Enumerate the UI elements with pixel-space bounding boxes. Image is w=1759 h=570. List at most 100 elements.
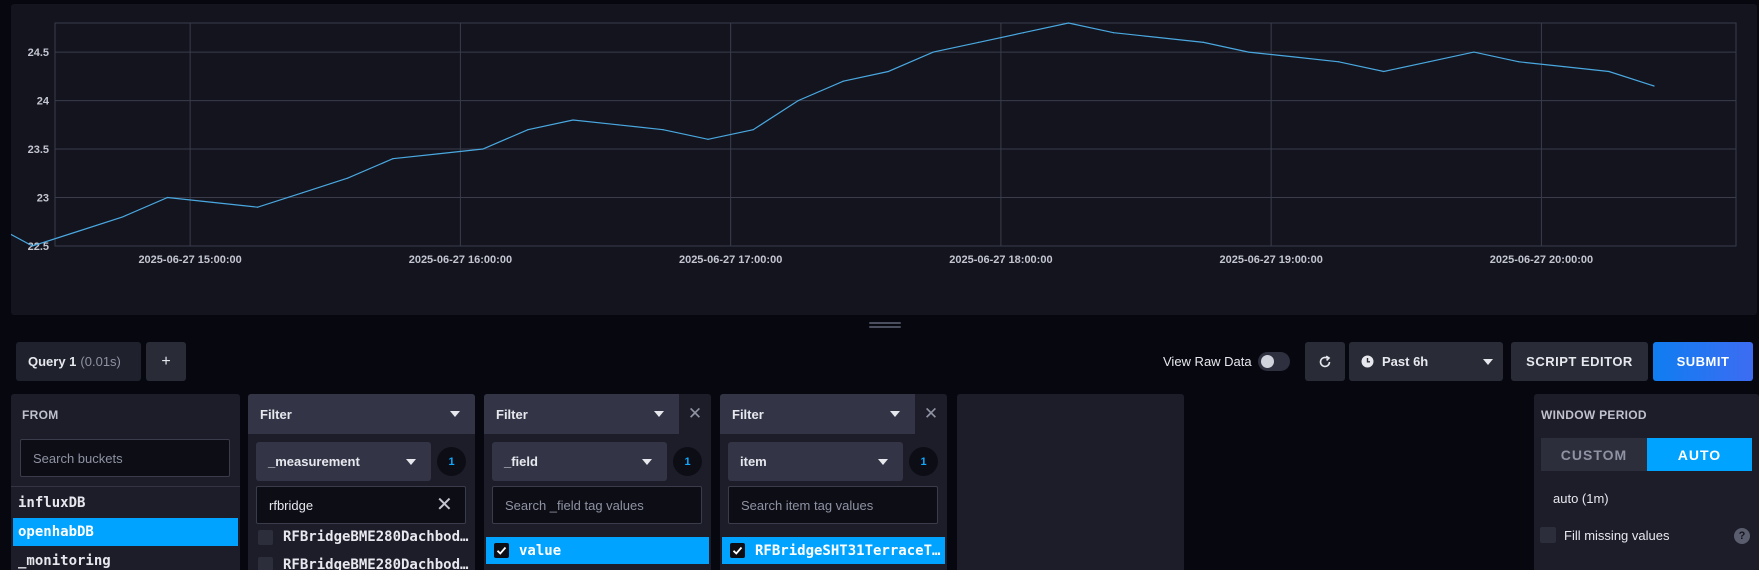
tag-value-item-selected[interactable]: RFBridgeSHT31TerraceT… bbox=[722, 537, 945, 564]
bucket-item[interactable]: influxDB bbox=[18, 495, 86, 511]
data-point bbox=[1248, 51, 1250, 53]
data-point bbox=[707, 138, 709, 140]
help-icon[interactable]: ? bbox=[1734, 528, 1750, 544]
checkbox-checked[interactable] bbox=[730, 543, 745, 558]
chevron-down-icon bbox=[1483, 359, 1493, 365]
view-raw-data-toggle[interactable] bbox=[1258, 352, 1290, 371]
script-editor-button[interactable]: SCRIPT EDITOR bbox=[1511, 342, 1648, 381]
custom-toggle[interactable]: CUSTOM bbox=[1541, 438, 1647, 471]
data-point bbox=[842, 80, 844, 82]
checkbox[interactable] bbox=[258, 557, 273, 570]
search-value: rfbridge bbox=[269, 497, 314, 513]
filter-function-dropdown[interactable]: Filter bbox=[248, 394, 475, 434]
data-point bbox=[1067, 22, 1070, 24]
filter-head-label: Filter bbox=[496, 406, 528, 422]
tag-value-label: RFBridgeBME280Dachbod… bbox=[283, 529, 469, 545]
close-icon[interactable]: ✕ bbox=[687, 404, 703, 423]
tag-value-item[interactable]: RFBridgeBME280Dachbod… bbox=[250, 529, 473, 545]
data-point bbox=[1653, 85, 1655, 87]
series-line bbox=[11, 22, 1655, 247]
query-tab-1[interactable]: Query 1 (0.01s) bbox=[16, 342, 141, 381]
tag-value-item-selected[interactable]: value bbox=[486, 537, 709, 564]
data-point bbox=[121, 216, 124, 218]
add-query-button[interactable]: + bbox=[146, 342, 186, 381]
y-tick-label: 23.5 bbox=[28, 144, 49, 156]
fill-missing-label: Fill missing values bbox=[1564, 528, 1670, 543]
refresh-icon bbox=[1319, 355, 1331, 367]
data-point bbox=[1157, 36, 1160, 39]
window-period-title: WINDOW PERIOD bbox=[1541, 408, 1647, 422]
data-point bbox=[167, 196, 169, 199]
from-panel: FROM Search buckets influxDB openhabDB _… bbox=[11, 394, 240, 570]
window-period-panel: WINDOW PERIOD CUSTOM AUTO auto (1m) Fill… bbox=[1534, 394, 1759, 570]
search-buckets-input[interactable]: Search buckets bbox=[20, 439, 230, 477]
data-point bbox=[76, 230, 79, 233]
time-range-label: Past 6h bbox=[1382, 354, 1429, 369]
time-range-dropdown[interactable]: Past 6h bbox=[1349, 342, 1503, 381]
tag-key-dropdown[interactable]: _measurement bbox=[256, 442, 431, 481]
filter-function-dropdown[interactable]: Filter bbox=[720, 394, 915, 434]
tag-value-search-input[interactable]: Search _field tag values bbox=[492, 486, 702, 524]
tag-value-label: RFBridgeSHT31TerraceT… bbox=[755, 542, 941, 559]
selected-count-badge: 1 bbox=[437, 447, 466, 476]
data-point bbox=[347, 177, 349, 179]
refresh-button[interactable] bbox=[1305, 342, 1345, 381]
x-tick-label: 2025-06-27 19:00:00 bbox=[1219, 254, 1322, 266]
query-tab-time: (0.01s) bbox=[80, 354, 121, 369]
data-point bbox=[302, 192, 304, 194]
chevron-down-icon bbox=[890, 411, 900, 417]
data-point bbox=[1293, 56, 1295, 58]
bucket-item[interactable]: _monitoring bbox=[18, 553, 111, 569]
line-chart: 22.5 23 23.5 24 24.5 2025-06-27 15:00:00 2025-… bbox=[11, 22, 1737, 266]
chevron-down-icon bbox=[450, 411, 460, 417]
filter-function-dropdown[interactable]: Filter bbox=[484, 394, 679, 434]
data-point bbox=[392, 158, 394, 160]
filter-head-label: Filter bbox=[260, 406, 292, 422]
fill-missing-checkbox[interactable] bbox=[1540, 527, 1556, 543]
data-point bbox=[1022, 32, 1025, 34]
data-point bbox=[887, 70, 889, 73]
clear-search-icon[interactable]: ✕ bbox=[436, 494, 453, 516]
x-tick-label: 2025-06-27 18:00:00 bbox=[949, 254, 1052, 266]
toggle-knob bbox=[1261, 355, 1274, 368]
filter-head-label: Filter bbox=[732, 406, 764, 422]
x-tick-label: 2025-06-27 20:00:00 bbox=[1490, 254, 1593, 266]
tag-key-dropdown[interactable]: item bbox=[728, 442, 903, 481]
query-tab-label: Query 1 bbox=[28, 354, 77, 369]
window-period-value: auto (1m) bbox=[1553, 491, 1609, 506]
y-tick-label: 23 bbox=[37, 193, 49, 205]
auto-toggle[interactable]: AUTO bbox=[1647, 438, 1752, 471]
y-tick-label: 24 bbox=[37, 96, 50, 108]
tag-value-search-input[interactable]: Search item tag values bbox=[728, 486, 938, 524]
x-tick-label: 2025-06-27 15:00:00 bbox=[138, 254, 241, 266]
tag-value-item[interactable]: RFBridgeBME280Dachbod… bbox=[250, 551, 473, 570]
data-point bbox=[527, 129, 529, 131]
data-point bbox=[932, 51, 934, 53]
chevron-down-icon bbox=[406, 459, 416, 465]
data-point bbox=[1518, 61, 1520, 63]
submit-button[interactable]: SUBMIT bbox=[1653, 342, 1753, 381]
data-point bbox=[31, 245, 34, 247]
checkbox[interactable] bbox=[258, 530, 273, 545]
plot-area-border bbox=[54, 22, 1737, 247]
data-point bbox=[437, 153, 439, 155]
data-point bbox=[662, 129, 664, 131]
x-tick-label: 2025-06-27 16:00:00 bbox=[409, 254, 512, 266]
tag-key-dropdown[interactable]: _field bbox=[492, 442, 667, 481]
data-point bbox=[617, 124, 619, 126]
x-tick-label: 2025-06-27 17:00:00 bbox=[679, 254, 782, 266]
checkbox-checked[interactable] bbox=[494, 543, 509, 558]
tag-value-label: RFBridgeBME280Dachbod… bbox=[283, 556, 469, 570]
resize-handle[interactable] bbox=[869, 322, 901, 329]
data-point bbox=[752, 129, 754, 131]
bucket-item-selected[interactable]: openhabDB bbox=[13, 518, 238, 546]
check-icon bbox=[732, 546, 743, 555]
filter-panel-item: Filter ✕ item 1 Search item tag values R… bbox=[720, 394, 947, 570]
check-icon bbox=[496, 546, 507, 555]
chevron-down-icon bbox=[654, 411, 664, 417]
data-point bbox=[1202, 41, 1205, 43]
filter-panel-measurement: Filter _measurement 1 rfbridge ✕ RFBridg… bbox=[248, 394, 475, 570]
close-icon[interactable]: ✕ bbox=[923, 404, 939, 423]
graph-panel: 22.5 23 23.5 24 24.5 2025-06-27 15:00:00 2025-… bbox=[11, 4, 1757, 315]
tag-value-search-input[interactable]: rfbridge bbox=[256, 486, 466, 524]
